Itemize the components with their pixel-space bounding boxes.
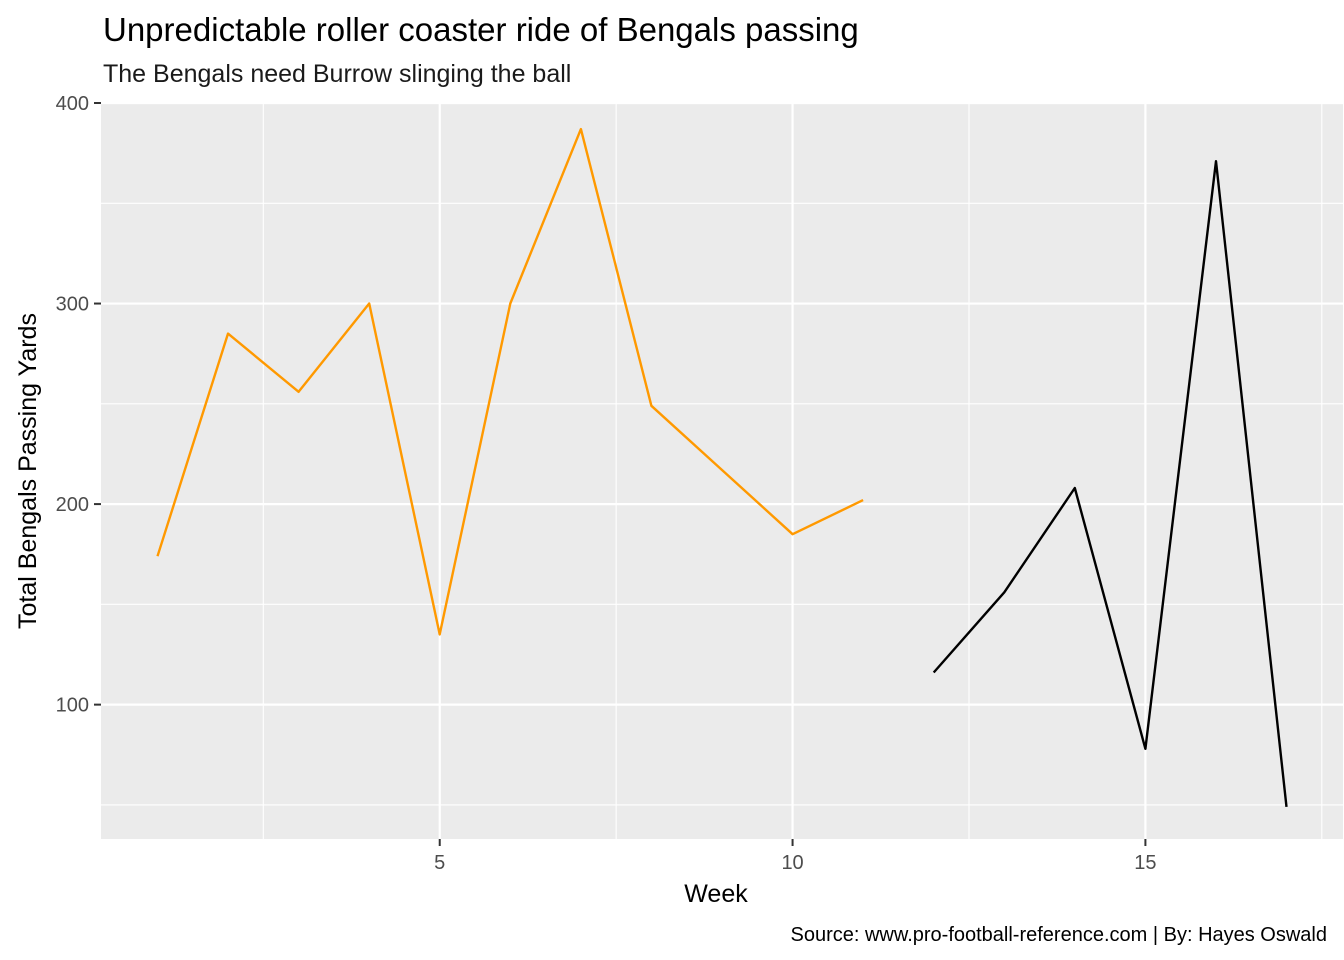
chart-title: Unpredictable roller coaster ride of Ben… [103, 11, 859, 48]
x-axis: 5 10 15 [434, 839, 1157, 874]
series-line-1 [156, 127, 864, 636]
chart-subtitle: The Bengals need Burrow slinging the bal… [103, 60, 571, 88]
x-tick-label: 5 [434, 852, 445, 874]
major-gridlines [101, 101, 1343, 839]
y-tick-label: 200 [56, 494, 89, 516]
y-tick-label: 400 [56, 93, 89, 115]
series-layer [156, 127, 1288, 808]
chart-caption: Source: www.pro-football-reference.com |… [790, 924, 1327, 946]
x-tick-label: 10 [781, 852, 803, 874]
x-axis-title: Week [684, 880, 748, 908]
minor-gridlines [101, 103, 1343, 839]
y-axis: 100 200 300 400 [56, 93, 101, 717]
series-line-2 [932, 159, 1288, 808]
x-tick-label: 15 [1134, 852, 1156, 874]
y-tick-label: 300 [56, 294, 89, 316]
y-tick-label: 100 [56, 695, 89, 717]
y-axis-title: Total Bengals Passing Yards [14, 313, 42, 629]
